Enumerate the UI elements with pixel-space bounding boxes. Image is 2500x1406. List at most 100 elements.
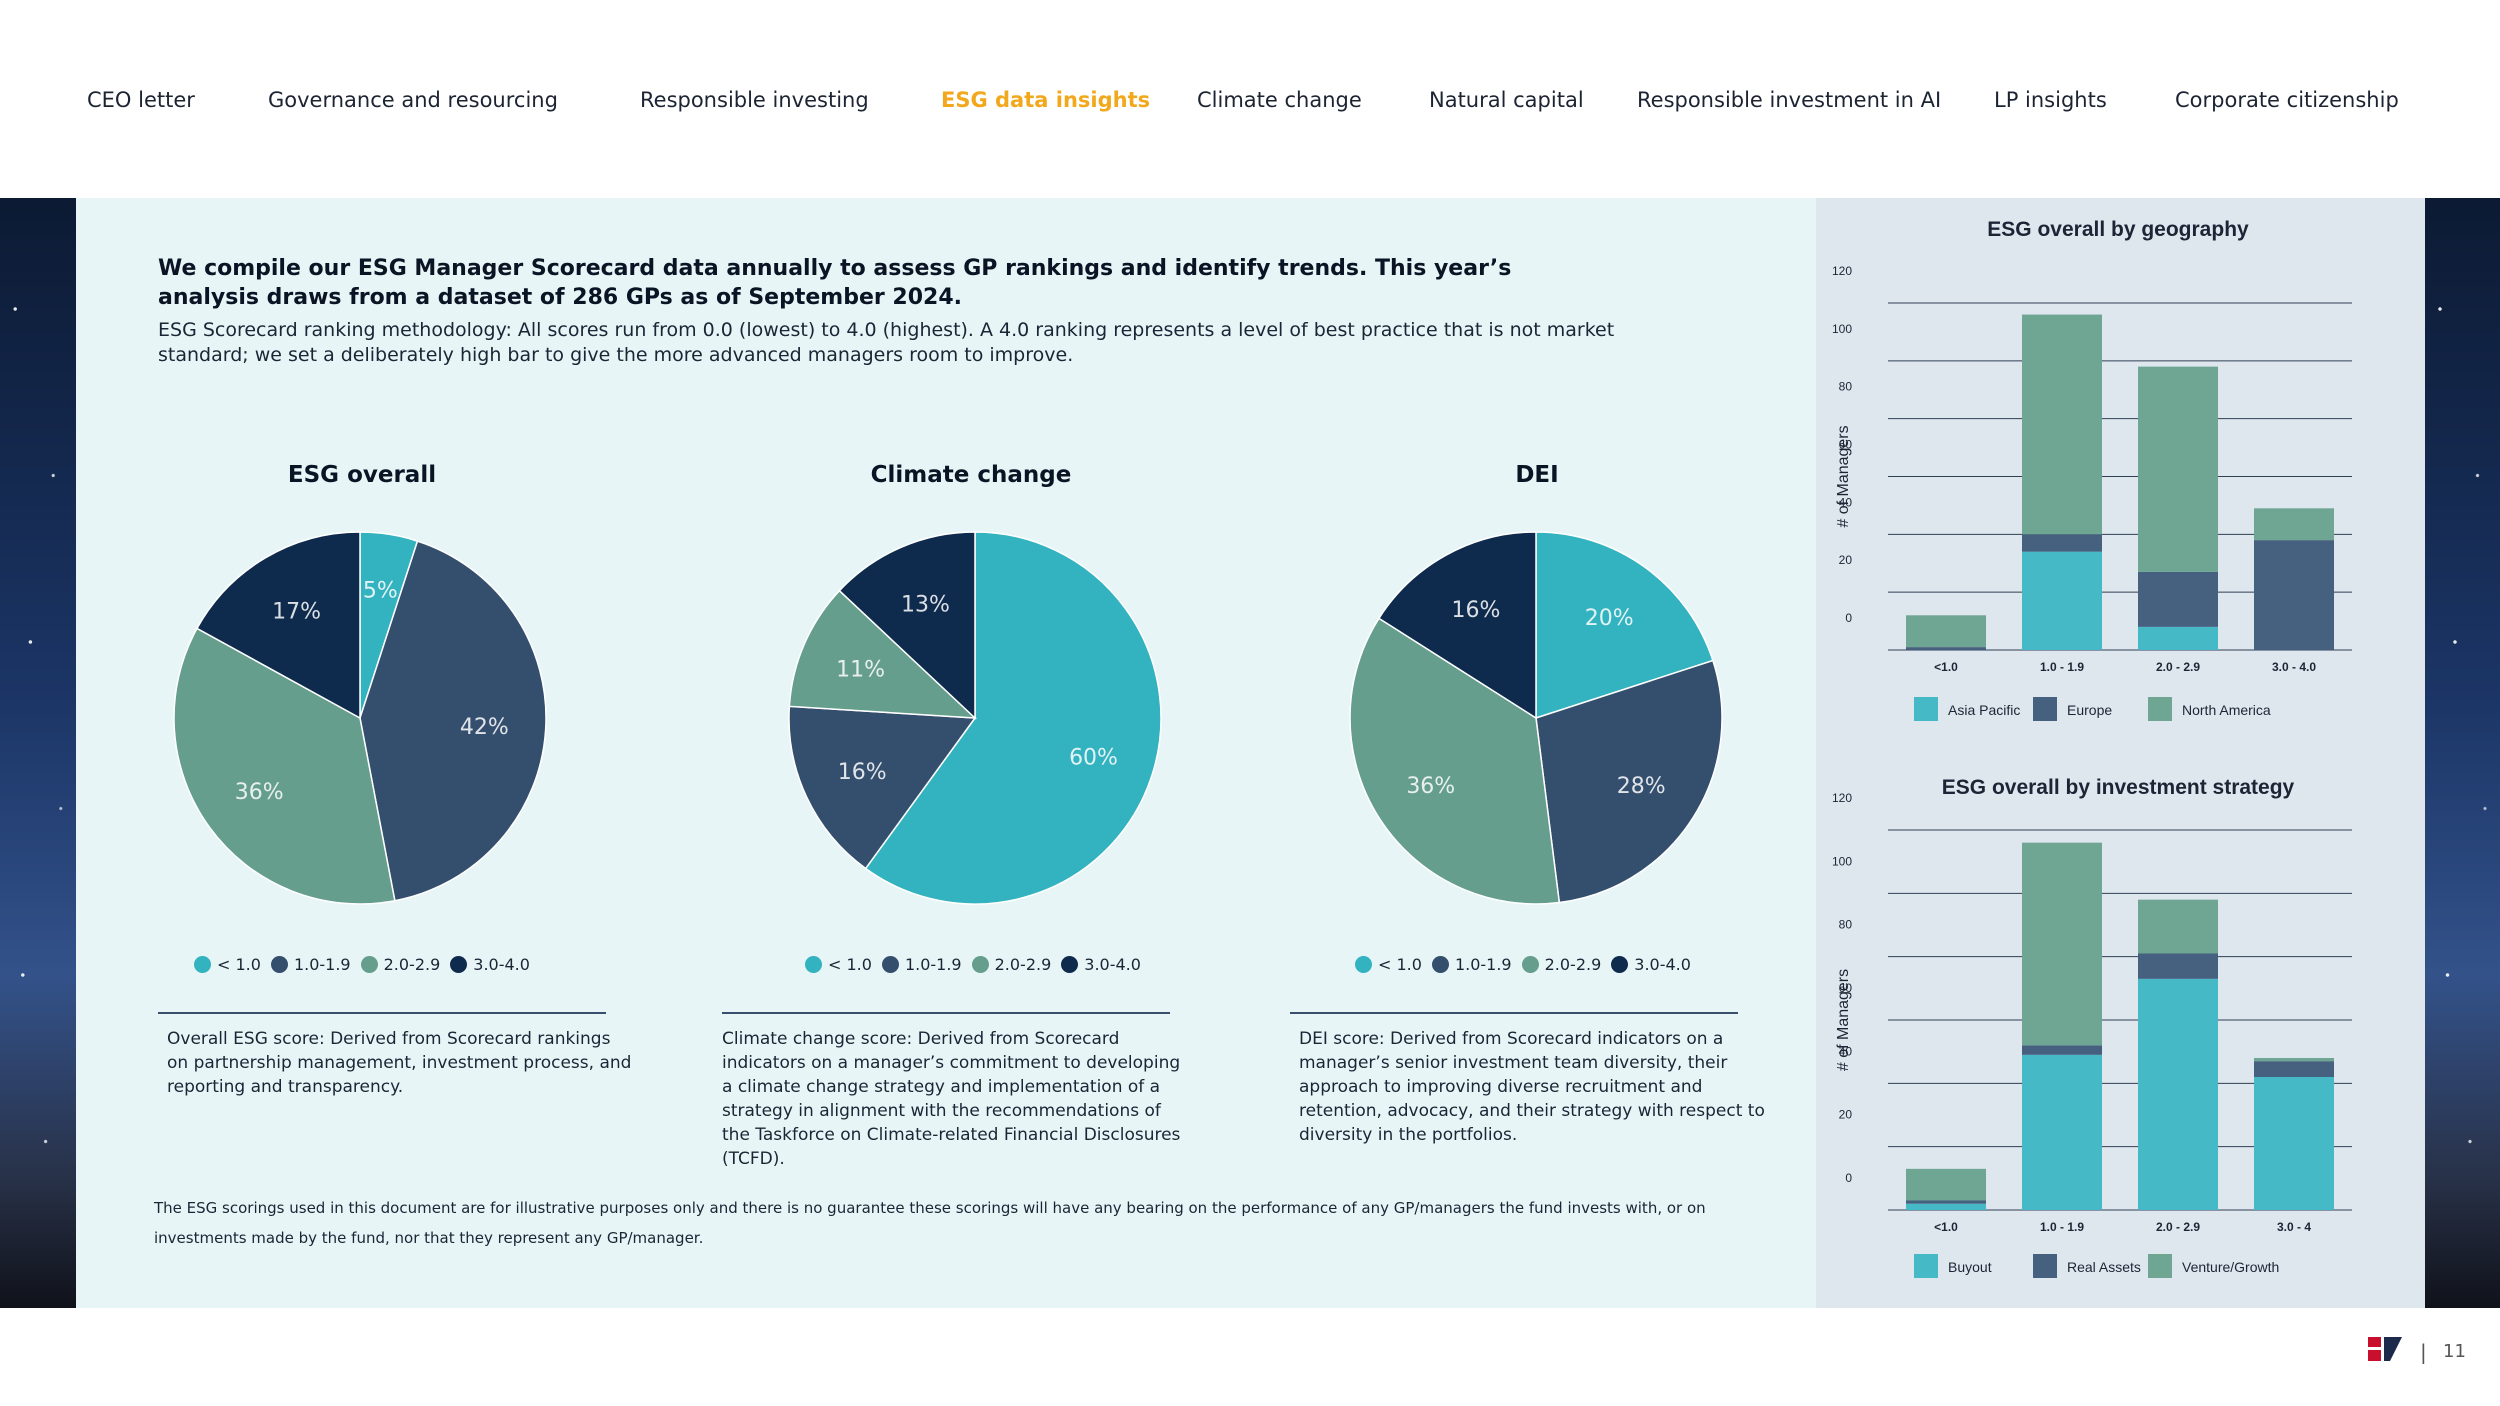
legend-swatch [1611, 955, 1629, 973]
description-esg-overall: Overall ESG score: Derived from Scorecar… [167, 1029, 632, 1097]
nav-lp-insights[interactable]: LP insights [1994, 88, 2107, 112]
legend-swatch [2148, 1254, 2172, 1278]
legend-swatch [805, 955, 822, 973]
intro-heading: We compile our ESG Manager Scorecard dat… [158, 256, 1512, 310]
legend-item: 1.0-1.9 [270, 955, 351, 974]
pie-legend-climate-change: < 1.0 1.0-1.9 2.0-2.9 3.0-4.0 [805, 952, 1151, 976]
bar-segment [2138, 366, 2218, 572]
nav-governance-and-resourcing[interactable]: Governance and resourcing [268, 88, 558, 112]
bar-segment [2022, 842, 2102, 1046]
y-tick-label: 20 [1839, 553, 1853, 567]
x-category-label: 3.0 - 4 [2277, 1220, 2311, 1234]
legend-label: < 1.0 [1378, 954, 1422, 974]
bar-segment [2254, 1077, 2334, 1210]
divider-esg-overall [158, 1012, 606, 1014]
pie-slice-label: 16% [838, 760, 887, 785]
intro-methodology: ESG Scorecard ranking methodology: All s… [158, 319, 1615, 366]
legend-label: 1.0-1.9 [1454, 954, 1512, 974]
pie-legend-esg-overall: < 1.0 1.0-1.9 2.0-2.9 3.0-4.0 [194, 952, 540, 976]
bar-segment [2022, 534, 2102, 552]
legend-label: < 1.0 [828, 954, 872, 974]
pie-chart-dei: 20% 28% 36% 16% [1349, 531, 1723, 905]
pie-legend-dei: < 1.0 1.0-1.9 2.0-2.9 3.0-4.0 [1355, 952, 1701, 976]
legend-item: < 1.0 [194, 955, 261, 974]
nav-responsible-investment-in-ai[interactable]: Responsible investment in AI [1637, 88, 1942, 112]
x-category-label: 2.0 - 2.9 [2156, 1220, 2200, 1234]
legend-item: 2.0-2.9 [1521, 955, 1601, 974]
pie-slice-2 [788, 705, 977, 870]
y-tick-label: 60 [1839, 981, 1853, 995]
pie-slice-4 [1377, 531, 1537, 720]
bar-segment [2138, 571, 2218, 627]
y-tick-label: 100 [1832, 322, 1852, 336]
page-number: 11 [2443, 1341, 2466, 1362]
nav-natural-capital[interactable]: Natural capital [1429, 88, 1584, 112]
legend-swatch [1355, 955, 1372, 973]
y-tick-label: 80 [1839, 918, 1853, 932]
divider-dei [1290, 1012, 1738, 1014]
pie-title-dei: DEI [1515, 462, 1559, 488]
bar-segment [2138, 899, 2218, 954]
bar-segment [2138, 626, 2218, 650]
legend-swatch [1914, 1254, 1938, 1278]
legend-swatch [2033, 1254, 2057, 1278]
bar-segment [2254, 508, 2334, 541]
pie-slice-label: 60% [1069, 746, 1118, 771]
x-category-label: 3.0 - 4.0 [2272, 660, 2316, 674]
x-category-label: 1.0 - 1.9 [2040, 1220, 2084, 1234]
legend-label: 3.0-4.0 [473, 954, 530, 974]
legend-swatch [360, 955, 378, 973]
bar-segment [1906, 1168, 1986, 1201]
bar-segment [2022, 1045, 2102, 1055]
legend-item: < 1.0 [1355, 955, 1422, 974]
pie-slice-3 [173, 627, 396, 905]
y-tick-label: 0 [1845, 1171, 1852, 1185]
pie-title-climate-change: Climate change [870, 462, 1072, 488]
legend-swatch [2033, 697, 2057, 721]
pie-slice-label: 5% [363, 578, 398, 603]
bar-segment [2254, 1061, 2334, 1077]
pie-chart-esg-overall: 5% 42% 36% 17% [173, 531, 547, 905]
legend-item: 1.0-1.9 [1431, 954, 1512, 974]
nav-corporate-citizenship[interactable]: Corporate citizenship [2175, 88, 2399, 112]
y-tick-label: 120 [1832, 791, 1852, 805]
bar-segment [2022, 314, 2102, 535]
nav-ceo-letter[interactable]: CEO letter [87, 88, 195, 112]
legend-item: 2.0-2.9 [360, 955, 440, 974]
legend-label: 1.0-1.9 [904, 954, 962, 974]
x-category-label: 2.0 - 2.9 [2156, 660, 2200, 674]
page-separator: | [2420, 1340, 2427, 1364]
bar-segment [2022, 551, 2102, 650]
legend-swatch [881, 955, 899, 973]
nav-responsible-investing[interactable]: Responsible investing [640, 88, 869, 112]
y-tick-label: 60 [1839, 438, 1853, 452]
bar-segment [1906, 615, 1986, 648]
bar-segment [2138, 978, 2218, 1210]
legend-label: 3.0-4.0 [1634, 954, 1691, 974]
legend-label: Europe [2067, 702, 2112, 718]
company-logo [2368, 1337, 2402, 1361]
pie-slice-4 [838, 531, 976, 720]
pie-slice-4 [195, 531, 361, 720]
legend-label: Venture/Growth [2182, 1259, 2279, 1275]
legend-item: 1.0-1.9 [881, 954, 962, 974]
legend-swatch [450, 955, 468, 973]
legend-item: 3.0-4.0 [1061, 955, 1141, 974]
bar-segment [2022, 1054, 2102, 1210]
legend-swatch [270, 955, 288, 973]
pie-slice-label: 36% [235, 780, 284, 805]
legend-label: North America [2182, 702, 2271, 718]
pie-slice-label: 20% [1585, 606, 1634, 631]
pie-chart-climate-change: 60% 16% 11% 13% [788, 531, 1162, 905]
legend-item: < 1.0 [805, 955, 872, 974]
legend-label: 2.0-2.9 [994, 954, 1052, 974]
nav-climate-change[interactable]: Climate change [1197, 88, 1362, 112]
pie-slice-label: 36% [1406, 774, 1455, 799]
nav-esg-data-insights[interactable]: ESG data insights [941, 88, 1151, 112]
pie-slice-1 [1535, 531, 1714, 720]
description-climate-change: Climate change score: Derived from Score… [722, 1029, 1181, 1169]
x-category-label: <1.0 [1934, 660, 1958, 674]
divider-climate-change [722, 1012, 1170, 1014]
x-category-label: 1.0 - 1.9 [2040, 660, 2084, 674]
y-tick-label: 100 [1832, 854, 1852, 868]
